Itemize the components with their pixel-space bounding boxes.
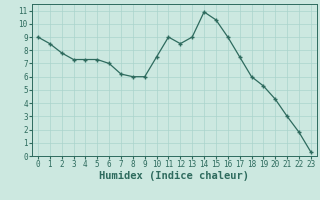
X-axis label: Humidex (Indice chaleur): Humidex (Indice chaleur) [100,171,249,181]
